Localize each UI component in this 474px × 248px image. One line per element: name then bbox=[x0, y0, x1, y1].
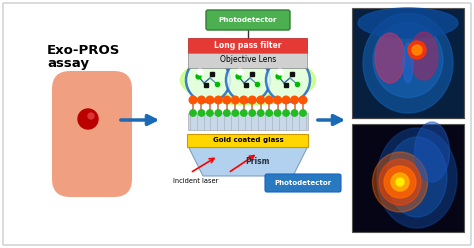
Circle shape bbox=[198, 110, 205, 116]
FancyBboxPatch shape bbox=[265, 174, 341, 192]
Ellipse shape bbox=[414, 122, 449, 182]
Circle shape bbox=[241, 110, 247, 116]
Text: Photodetector: Photodetector bbox=[219, 17, 277, 23]
Circle shape bbox=[186, 58, 230, 102]
Circle shape bbox=[198, 96, 205, 104]
Ellipse shape bbox=[387, 137, 447, 217]
Circle shape bbox=[257, 110, 264, 116]
Circle shape bbox=[291, 96, 298, 104]
Circle shape bbox=[283, 96, 290, 104]
Ellipse shape bbox=[373, 152, 428, 212]
Circle shape bbox=[223, 96, 231, 104]
Ellipse shape bbox=[377, 128, 457, 228]
Circle shape bbox=[384, 166, 416, 198]
Circle shape bbox=[265, 96, 273, 104]
Ellipse shape bbox=[379, 159, 421, 205]
FancyBboxPatch shape bbox=[3, 3, 471, 245]
Ellipse shape bbox=[181, 55, 316, 105]
FancyBboxPatch shape bbox=[52, 71, 132, 197]
Circle shape bbox=[266, 110, 273, 116]
Circle shape bbox=[78, 109, 98, 129]
Ellipse shape bbox=[373, 23, 443, 97]
Ellipse shape bbox=[410, 32, 438, 80]
Text: Incident laser: Incident laser bbox=[173, 178, 219, 184]
Circle shape bbox=[292, 110, 298, 116]
FancyBboxPatch shape bbox=[189, 53, 308, 67]
Circle shape bbox=[206, 96, 214, 104]
Polygon shape bbox=[188, 146, 308, 176]
Circle shape bbox=[274, 96, 282, 104]
Circle shape bbox=[391, 173, 409, 191]
FancyBboxPatch shape bbox=[189, 37, 308, 53]
Circle shape bbox=[197, 69, 203, 75]
Text: Exo-PROS: Exo-PROS bbox=[47, 43, 120, 57]
FancyBboxPatch shape bbox=[352, 124, 464, 232]
Circle shape bbox=[396, 178, 404, 186]
Circle shape bbox=[277, 69, 283, 75]
Circle shape bbox=[248, 96, 256, 104]
Circle shape bbox=[240, 96, 247, 104]
Circle shape bbox=[215, 110, 221, 116]
Circle shape bbox=[274, 110, 281, 116]
Ellipse shape bbox=[363, 13, 453, 113]
Circle shape bbox=[408, 41, 426, 59]
Text: assay: assay bbox=[47, 57, 89, 69]
Circle shape bbox=[257, 96, 264, 104]
Text: Long pass filter: Long pass filter bbox=[214, 40, 282, 50]
Text: Photodetector: Photodetector bbox=[274, 180, 331, 186]
Ellipse shape bbox=[375, 33, 405, 83]
FancyBboxPatch shape bbox=[188, 133, 309, 147]
Ellipse shape bbox=[403, 43, 413, 83]
Circle shape bbox=[224, 110, 230, 116]
FancyBboxPatch shape bbox=[188, 113, 308, 130]
Circle shape bbox=[249, 110, 255, 116]
Circle shape bbox=[189, 96, 197, 104]
FancyBboxPatch shape bbox=[352, 8, 464, 118]
Circle shape bbox=[412, 45, 422, 55]
Circle shape bbox=[226, 58, 270, 102]
Circle shape bbox=[215, 96, 222, 104]
Circle shape bbox=[283, 110, 289, 116]
Circle shape bbox=[299, 96, 307, 104]
Circle shape bbox=[232, 110, 238, 116]
FancyBboxPatch shape bbox=[206, 10, 290, 30]
Circle shape bbox=[190, 110, 196, 116]
Ellipse shape bbox=[358, 8, 458, 38]
Circle shape bbox=[207, 110, 213, 116]
Circle shape bbox=[237, 69, 243, 75]
Circle shape bbox=[266, 58, 310, 102]
Text: Objective Lens: Objective Lens bbox=[220, 56, 276, 64]
Text: Prism: Prism bbox=[246, 156, 270, 165]
Circle shape bbox=[300, 110, 306, 116]
Circle shape bbox=[88, 113, 94, 119]
Circle shape bbox=[231, 96, 239, 104]
Text: Gold coated glass: Gold coated glass bbox=[213, 137, 283, 143]
